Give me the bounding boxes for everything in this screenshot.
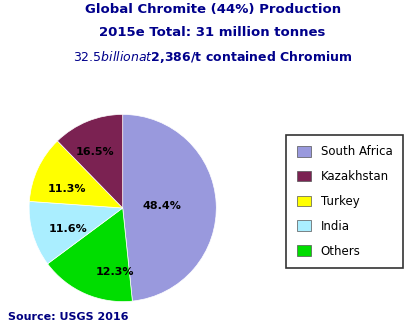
Text: 48.4%: 48.4% bbox=[143, 201, 182, 211]
Wedge shape bbox=[47, 208, 133, 302]
Text: 16.5%: 16.5% bbox=[75, 147, 114, 157]
Text: 11.6%: 11.6% bbox=[49, 224, 88, 234]
Text: Global Chromite (44%) Production: Global Chromite (44%) Production bbox=[85, 3, 341, 16]
Text: Source: USGS 2016: Source: USGS 2016 bbox=[8, 312, 129, 322]
Wedge shape bbox=[29, 202, 123, 264]
Wedge shape bbox=[57, 114, 123, 208]
Wedge shape bbox=[29, 141, 123, 208]
Text: 11.3%: 11.3% bbox=[47, 184, 86, 194]
Text: 2015e Total: 31 million tonnes: 2015e Total: 31 million tonnes bbox=[99, 26, 326, 39]
Text: 12.3%: 12.3% bbox=[96, 266, 135, 277]
Wedge shape bbox=[123, 114, 216, 301]
Text: $32.5 billion at $2,386/t contained Chromium: $32.5 billion at $2,386/t contained Chro… bbox=[73, 49, 353, 65]
Legend: South Africa, Kazakhstan, Turkey, India, Others: South Africa, Kazakhstan, Turkey, India,… bbox=[286, 135, 403, 268]
